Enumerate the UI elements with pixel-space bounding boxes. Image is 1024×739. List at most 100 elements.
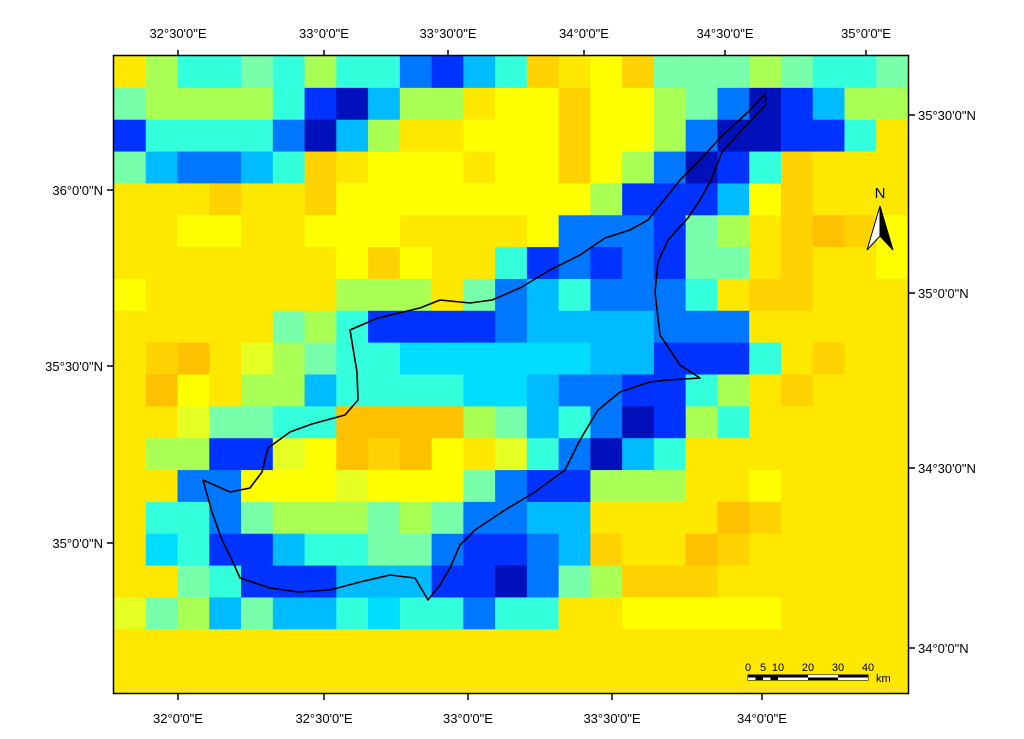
raster-cell <box>145 247 179 280</box>
raster-cell <box>653 56 687 89</box>
raster-cell <box>399 533 433 567</box>
raster-cell <box>780 438 814 471</box>
raster-cell <box>495 406 528 439</box>
raster-cell <box>717 533 750 567</box>
raster-cell <box>495 247 528 280</box>
raster-cell <box>622 183 655 216</box>
raster-cell <box>590 565 623 599</box>
raster-cell <box>431 87 464 121</box>
raster-cell <box>749 438 782 471</box>
raster-cell <box>304 278 337 312</box>
raster-cell <box>431 215 464 248</box>
raster-cell <box>526 183 560 216</box>
raster-cell <box>812 501 846 535</box>
raster-cell <box>495 278 528 312</box>
raster-cell <box>685 151 719 184</box>
raster-cell <box>717 501 750 535</box>
raster-cell <box>177 629 210 662</box>
raster-cell <box>114 151 147 184</box>
raster-cell <box>114 661 147 694</box>
raster-cell <box>241 247 274 280</box>
raster-cell <box>336 470 369 503</box>
raster-cell <box>812 278 846 312</box>
raster-cell <box>272 629 306 662</box>
raster-cell <box>368 597 401 630</box>
raster-cell <box>685 56 719 89</box>
raster-cell <box>622 661 655 694</box>
raster-cell <box>526 310 560 344</box>
left-axis-label: 35°30'0"N <box>45 359 103 374</box>
raster-cell <box>685 183 719 216</box>
raster-cell <box>495 501 528 535</box>
raster-cell <box>717 215 750 248</box>
bottom-axis-label: 34°0'0"E <box>737 711 787 726</box>
raster-cell <box>780 183 814 216</box>
raster-cell <box>399 87 433 121</box>
raster-cell <box>590 151 623 184</box>
raster-cell <box>368 374 401 407</box>
raster-cell <box>241 374 274 407</box>
raster-cell <box>272 310 306 344</box>
raster-cell <box>717 183 750 216</box>
raster-cell <box>780 87 814 121</box>
raster-cell <box>368 87 401 121</box>
raster-cell <box>241 215 274 248</box>
raster-cell <box>558 501 591 535</box>
raster-cell <box>272 533 306 567</box>
raster-cell <box>780 278 814 312</box>
raster-cell <box>114 87 147 121</box>
raster-cell <box>780 597 814 630</box>
scale-bar-segment <box>755 675 763 678</box>
raster-cell <box>526 342 560 376</box>
raster-cell <box>304 438 337 471</box>
raster-cell <box>844 565 877 599</box>
raster-cell <box>463 501 496 535</box>
scale-bar-segment <box>808 675 838 678</box>
scale-bar-segment <box>838 675 868 678</box>
raster-cell <box>209 278 242 312</box>
raster-cell <box>145 438 179 471</box>
raster-cell <box>463 597 496 630</box>
raster-cell <box>622 56 655 89</box>
raster-cell <box>336 661 369 694</box>
raster-cell <box>685 565 719 599</box>
raster-cell <box>876 661 909 694</box>
scale-bar: 0 5 10 20 30 40 km <box>745 662 891 685</box>
raster-cell <box>399 215 433 248</box>
scale-bar-segment <box>763 677 771 680</box>
raster-cell <box>145 310 179 344</box>
raster-cell <box>304 501 337 535</box>
raster-cell <box>336 278 369 312</box>
raster-cell <box>876 470 909 503</box>
raster-cell <box>304 87 337 121</box>
raster-cell <box>431 629 464 662</box>
raster-cell <box>558 597 591 630</box>
raster-cell <box>495 119 528 153</box>
raster-cell <box>876 342 909 376</box>
raster-cell <box>463 565 496 599</box>
raster-cell <box>145 342 179 376</box>
raster-cell <box>114 374 147 407</box>
raster-cell <box>749 247 782 280</box>
raster-cell <box>590 278 623 312</box>
raster-cell <box>114 56 147 89</box>
raster-cell <box>209 151 242 184</box>
raster-cell <box>145 661 179 694</box>
raster-cell <box>876 565 909 599</box>
raster-cell <box>114 501 147 535</box>
raster-cell <box>780 470 814 503</box>
raster-cell <box>558 374 591 407</box>
raster-cell <box>368 183 401 216</box>
raster-cell <box>209 87 242 121</box>
raster-cell <box>209 342 242 376</box>
raster-cell <box>685 247 719 280</box>
raster-cell <box>272 374 306 407</box>
raster-cell <box>749 470 782 503</box>
raster-cell <box>368 310 401 344</box>
raster-cell <box>590 119 623 153</box>
raster-cell <box>622 374 655 407</box>
raster-cell <box>145 374 179 407</box>
raster-cell <box>526 661 560 694</box>
raster-cell <box>780 565 814 599</box>
raster-cell <box>463 438 496 471</box>
